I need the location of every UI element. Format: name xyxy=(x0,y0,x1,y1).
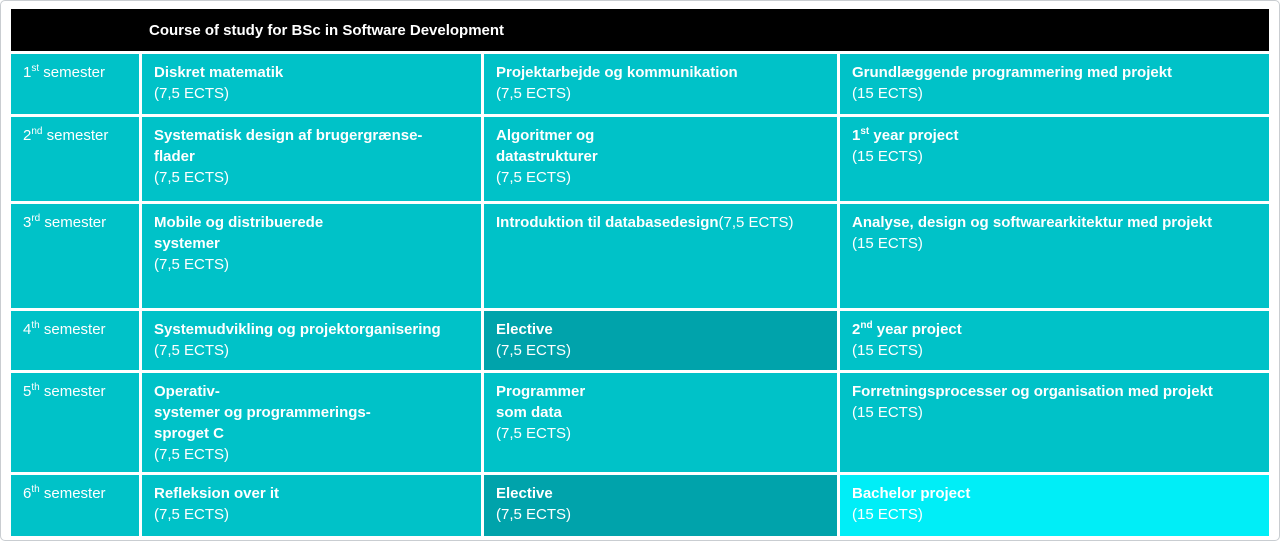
course-title: Introduktion til databasedesign xyxy=(496,214,719,231)
semester-cell-2: 2nd semester xyxy=(11,117,139,201)
ordinal-suffix: nd xyxy=(860,320,873,331)
course-ects: (7,5 ECTS) xyxy=(496,169,572,186)
course-ects: (7,5 ECTS) xyxy=(496,85,572,102)
course-ects: (15 ECTS) xyxy=(852,235,923,252)
course-ects: (7,5 ECTS) xyxy=(154,342,230,359)
course-cell: Projektarbejde og kommunikation (7,5 ECT… xyxy=(484,54,837,114)
course-title: Elective xyxy=(496,321,553,338)
ordinal-suffix: nd xyxy=(31,126,43,137)
semester-label: 2nd semester xyxy=(23,126,109,145)
semester-cell-3: 3rd semester xyxy=(11,204,139,308)
course-ects: (7,5 ECTS) xyxy=(496,425,572,442)
course-ects: (7,5 ECTS) xyxy=(154,446,230,463)
course-cell: Analyse, design og softwarearkitektur me… xyxy=(840,204,1269,308)
course-title: Projektarbejde og kommunikation xyxy=(496,64,738,81)
course-cell: Grundlæggende programmering med projekt … xyxy=(840,54,1269,114)
course-title: Analyse, design og softwarearkitektur me… xyxy=(852,214,1213,231)
course-title: Elective xyxy=(496,485,553,502)
course-title: Systemudvikling og projektorganisering xyxy=(154,321,441,338)
ordinal-suffix: st xyxy=(31,63,40,74)
semester-cell-6: 6th semester xyxy=(11,475,139,536)
semester-label: 6th semester xyxy=(23,484,106,503)
course-title: Bachelor project xyxy=(852,485,971,502)
course-title: Refleksion over it xyxy=(154,485,280,502)
ordinal-suffix: th xyxy=(31,382,40,393)
course-title: Programmer som data xyxy=(496,383,586,421)
course-cell: Systematisk design af brugergrænse- flad… xyxy=(142,117,481,201)
ordinal-suffix: th xyxy=(31,484,40,495)
course-title: Forretningsprocesser og organisation med… xyxy=(852,383,1213,400)
course-ects: (7,5 ECTS) xyxy=(154,169,230,186)
semester-label: 5th semester xyxy=(23,382,106,401)
course-ects: (7,5 ECTS) xyxy=(718,214,794,231)
course-cell-elective: Elective (7,5 ECTS) xyxy=(484,475,837,536)
course-title: Systematisk design af brugergrænse- flad… xyxy=(154,127,423,165)
course-ects: (15 ECTS) xyxy=(852,148,923,165)
course-cell-bachelor: Bachelor project (15 ECTS) xyxy=(840,475,1269,536)
course-ects: (15 ECTS) xyxy=(852,85,923,102)
course-cell: Systemudvikling og projektorganisering (… xyxy=(142,311,481,370)
table-header: Course of study for BSc in Software Deve… xyxy=(11,9,1269,51)
course-cell: Mobile og distribuerede systemer (7,5 EC… xyxy=(142,204,481,308)
course-cell: Diskret matematik (7,5 ECTS) xyxy=(142,54,481,114)
course-cell: Refleksion over it (7,5 ECTS) xyxy=(142,475,481,536)
course-ects: (7,5 ECTS) xyxy=(154,85,230,102)
ordinal-suffix: th xyxy=(31,320,40,331)
semester-label: 1st semester xyxy=(23,63,105,82)
ordinal-suffix: rd xyxy=(31,213,41,224)
course-ects: (15 ECTS) xyxy=(852,404,923,421)
course-title: Mobile og distribuerede systemer xyxy=(154,214,324,252)
course-title: Algoritmer og datastrukturer xyxy=(496,127,598,165)
course-cell: Operativ- systemer og programmerings- sp… xyxy=(142,373,481,472)
course-title: Diskret matematik xyxy=(154,64,284,81)
course-ects: (7,5 ECTS) xyxy=(154,506,230,523)
course-cell: Introduktion til databasedesign(7,5 ECTS… xyxy=(484,204,837,308)
course-table: Course of study for BSc in Software Deve… xyxy=(11,9,1269,536)
course-ects: (7,5 ECTS) xyxy=(496,342,572,359)
course-ects: (15 ECTS) xyxy=(852,342,923,359)
table-title: Course of study for BSc in Software Deve… xyxy=(149,21,505,39)
course-cell: 1st year project (15 ECTS) xyxy=(840,117,1269,201)
course-ects: (7,5 ECTS) xyxy=(154,256,230,273)
semester-cell-1: 1st semester xyxy=(11,54,139,114)
course-title: Grundlæggende programmering med projekt xyxy=(852,64,1173,81)
ordinal-suffix: st xyxy=(860,126,870,137)
semester-label: 4th semester xyxy=(23,320,106,339)
semester-label: 3rd semester xyxy=(23,213,107,232)
course-cell: 2nd year project (15 ECTS) xyxy=(840,311,1269,370)
course-title: Operativ- systemer og programmerings- sp… xyxy=(154,383,371,442)
semester-cell-5: 5th semester xyxy=(11,373,139,472)
course-title: 1st year project xyxy=(852,126,959,145)
semester-cell-4: 4th semester xyxy=(11,311,139,370)
course-ects: (15 ECTS) xyxy=(852,506,923,523)
course-ects: (7,5 ECTS) xyxy=(496,506,572,523)
course-cell-elective: Elective (7,5 ECTS) xyxy=(484,311,837,370)
course-cell: Forretningsprocesser og organisation med… xyxy=(840,373,1269,472)
course-cell: Programmer som data (7,5 ECTS) xyxy=(484,373,837,472)
course-cell: Algoritmer og datastrukturer (7,5 ECTS) xyxy=(484,117,837,201)
course-title: 2nd year project xyxy=(852,320,962,339)
